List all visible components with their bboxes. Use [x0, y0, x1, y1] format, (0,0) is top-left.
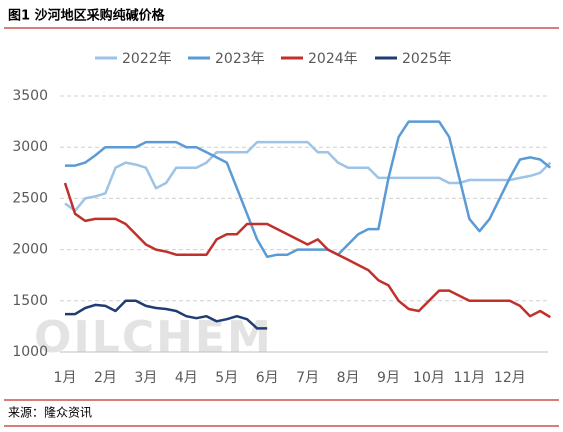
x-tick-label: 3月 [134, 370, 157, 386]
x-tick-label: 7月 [296, 370, 319, 386]
series-line [65, 120, 552, 259]
legend-label: 2022年 [122, 51, 172, 67]
x-tick-label: 2月 [94, 370, 117, 386]
watermark: OILCHEM [34, 312, 273, 363]
series-line [64, 140, 552, 212]
chart-title: 图1 沙河地区采购纯碱价格 [8, 8, 166, 24]
y-tick-label: 3500 [12, 88, 48, 104]
x-tick-label: 10月 [413, 370, 445, 386]
x-tick-label: 11月 [453, 370, 485, 386]
x-tick-label: 12月 [494, 370, 526, 386]
x-tick-label: 4月 [175, 370, 198, 386]
y-tick-label: 1500 [12, 293, 48, 309]
x-tick-label: 6月 [256, 370, 279, 386]
legend-label: 2025年 [402, 51, 452, 67]
x-tick-label: 9月 [377, 370, 400, 386]
y-tick-label: 3000 [12, 139, 48, 155]
y-tick-label: 2500 [12, 190, 48, 206]
legend-label: 2023年 [215, 51, 265, 67]
y-tick-label: 2000 [12, 242, 48, 258]
source: 来源：隆众资讯 [8, 405, 92, 420]
y-tick-label: 1000 [12, 344, 48, 360]
legend-label: 2024年 [308, 51, 358, 67]
series-line [65, 299, 268, 330]
x-tick-label: 8月 [337, 370, 360, 386]
x-tick-label: 1月 [54, 370, 77, 386]
x-tick-label: 5月 [215, 370, 238, 386]
series-line [63, 182, 551, 319]
